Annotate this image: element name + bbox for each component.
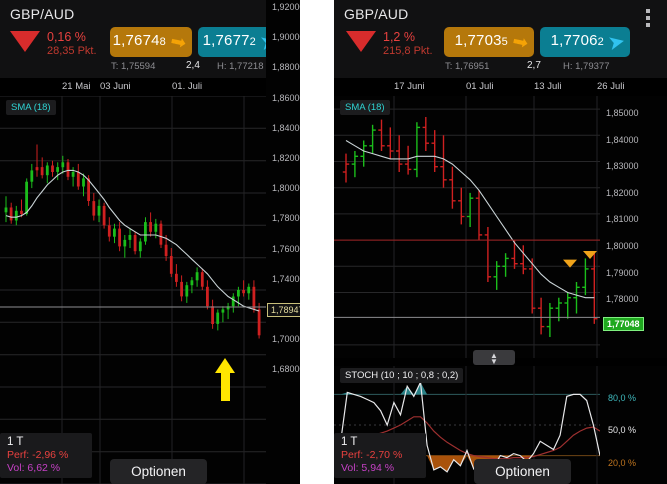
y-axis-tick: 1,79000 — [606, 267, 639, 278]
day-high-label: H: 1,77218 — [217, 61, 264, 72]
date-tick: 13 Juli — [534, 81, 562, 92]
kebab-menu-icon[interactable] — [641, 9, 655, 29]
date-axis-right: 17 Juni 01 Juli 13 Juli 26 Juli — [334, 78, 667, 96]
date-tick: 26 Juli — [597, 81, 625, 92]
y-axis-tick: 1,78000 — [272, 213, 300, 224]
chart-panel-right: GBP/AUD 1,2 % 215,8 Pkt. 1,77035 ➟ 1,770… — [334, 0, 667, 484]
triangle-down-icon — [10, 31, 40, 52]
panel-left-header: GBP/AUD 0,16 % 28,35 Pkt. 1,76748 ➟ 1,76… — [0, 0, 300, 78]
volatility-label: Vol: 5,94 % — [341, 462, 395, 474]
stoch-level-label: 20,0 % — [608, 458, 637, 468]
arrow-down-icon: ➟ — [510, 30, 530, 54]
sma-legend-tag[interactable]: SMA (18) — [340, 100, 390, 115]
ask-price-value: 1,77062 — [550, 32, 604, 49]
page-title: GBP/AUD — [344, 6, 409, 22]
stoch-level-label: 80,0 % — [608, 393, 637, 403]
y-axis-tick: 1,83000 — [606, 161, 639, 172]
options-button[interactable]: Optionen — [110, 459, 207, 484]
info-box-right: 1 T Perf: -2,70 % Vol: 5,94 % — [334, 433, 426, 478]
y-axis-tick: 1,82000 — [606, 187, 639, 198]
ask-price-value: 1,76772 — [202, 32, 256, 49]
chart-panel-left: GBP/AUD 0,16 % 28,35 Pkt. 1,76748 ➟ 1,76… — [0, 0, 300, 484]
volatility-label: Vol: 6,62 % — [7, 462, 61, 474]
arrow-up-icon: ➤ — [606, 30, 626, 54]
bid-price-value: 1,77035 — [454, 32, 508, 49]
spread-value: 2,4 — [186, 60, 200, 71]
date-tick: 01 Juli — [466, 81, 494, 92]
sma-legend-tag[interactable]: SMA (18) — [6, 100, 56, 115]
arrow-down-icon: ➟ — [168, 30, 188, 54]
page-title: GBP/AUD — [10, 6, 75, 22]
change-points: 28,35 Pkt. — [47, 45, 97, 57]
stoch-level-label: 50,0 % — [608, 425, 637, 435]
date-axis-left: 21 Mai 03 Juni 01. Juli — [0, 78, 300, 96]
day-low-label: T: 1,76951 — [445, 61, 490, 72]
y-axis-tick: 1,84000 — [272, 122, 300, 133]
resize-vertical-icon[interactable]: ▲ ▼ — [473, 350, 515, 366]
y-axis-tick: 1,74000 — [272, 273, 300, 284]
current-price-marker: 1,78947 — [267, 303, 300, 317]
y-axis-tick: 1,88000 — [272, 62, 300, 73]
y-axis-tick: 1,85000 — [606, 108, 639, 118]
y-axis-stoch: 80,0 % 50,0 % 20,0 % — [600, 366, 667, 484]
y-axis-tick: 1,76000 — [272, 243, 300, 254]
info-box-left: 1 T Perf: -2,96 % Vol: 6,62 % — [0, 433, 92, 478]
change-points: 215,8 Pkt. — [383, 45, 433, 57]
date-tick: 17 Juni — [394, 81, 425, 92]
timeframe-label: 1 T — [7, 436, 24, 448]
y-axis-tick: 1,78000 — [606, 294, 639, 305]
change-percent: 0,16 % — [47, 30, 86, 44]
price-chart-right[interactable]: SMA (18) — [334, 96, 600, 358]
triangle-down-icon — [346, 31, 376, 52]
y-axis-right: 1,85000 1,84000 1,83000 1,82000 1,81000 1,800… — [600, 96, 667, 358]
ask-price-button[interactable]: 1,77062 ➤ — [540, 27, 630, 57]
bid-price-value: 1,76748 — [112, 32, 166, 49]
panel-right-header: GBP/AUD 1,2 % 215,8 Pkt. 1,77035 ➟ 1,770… — [334, 0, 667, 78]
price-chart-left[interactable]: SMA (18) — [0, 96, 266, 484]
y-axis-tick: 1,90000 — [272, 32, 300, 43]
y-axis-tick: 1,82000 — [272, 153, 300, 163]
performance-label: Perf: -2,70 % — [341, 449, 403, 461]
stoch-legend-tag[interactable]: STOCH (10 ; 10 ; 0,8 ; 0,2) — [340, 368, 464, 383]
y-axis-tick: 1,86000 — [272, 92, 300, 103]
y-axis-tick: 1,68000 — [272, 364, 300, 375]
timeframe-label: 1 T — [341, 436, 358, 448]
y-axis-tick: 1,92000 — [272, 2, 300, 12]
bid-price-button[interactable]: 1,77035 ➟ — [444, 27, 534, 57]
current-price-marker: 1,77048 — [603, 317, 644, 331]
y-axis-tick: 1,84000 — [606, 134, 639, 145]
date-tick: 21 Mai — [62, 81, 91, 92]
y-axis-left: 1,92000 1,90000 1,88000 1,86000 1,84000 1,820… — [266, 0, 300, 484]
day-high-label: H: 1,79377 — [563, 61, 610, 72]
arrow-up-annotation-icon — [215, 358, 236, 403]
bid-price-button[interactable]: 1,76748 ➟ — [110, 27, 192, 57]
y-axis-tick: 1,81000 — [606, 214, 639, 225]
date-tick: 03 Juni — [100, 81, 131, 92]
options-button[interactable]: Optionen — [474, 459, 571, 484]
y-axis-tick: 1,70000 — [272, 334, 300, 345]
performance-label: Perf: -2,96 % — [7, 449, 69, 461]
day-low-label: T: 1,75594 — [111, 61, 156, 72]
spread-value: 2,7 — [527, 60, 541, 71]
date-tick: 01. Juli — [172, 81, 203, 92]
change-percent: 1,2 % — [383, 30, 415, 44]
y-axis-tick: 1,80000 — [606, 241, 639, 251]
y-axis-tick: 1,80000 — [272, 183, 300, 194]
